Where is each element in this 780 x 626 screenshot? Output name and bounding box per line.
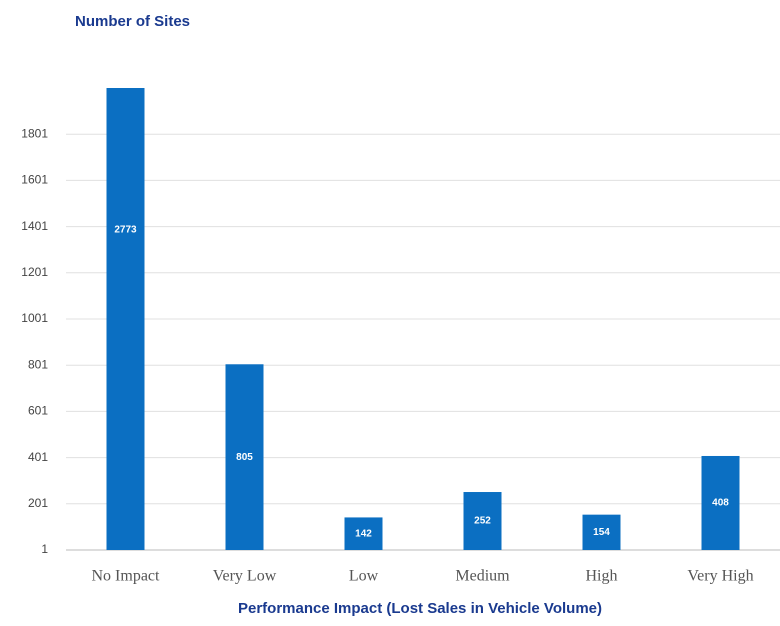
y-tick-label: 1001 xyxy=(21,311,48,325)
bar xyxy=(106,88,145,551)
y-tick-label: 201 xyxy=(28,496,48,510)
y-tick-label: 401 xyxy=(28,450,48,464)
y-tick-label: 1 xyxy=(41,542,48,556)
value-label: 805 xyxy=(236,452,253,463)
x-tick-label: No Impact xyxy=(92,568,161,585)
value-label: 408 xyxy=(712,498,729,509)
bar xyxy=(463,492,502,550)
value-label: 142 xyxy=(355,528,372,539)
x-tick-label: Very High xyxy=(687,568,753,585)
bar xyxy=(701,455,740,550)
bar xyxy=(582,514,621,550)
value-label: 154 xyxy=(593,527,610,538)
x-tick-label: Low xyxy=(349,568,379,585)
y-tick-label: 601 xyxy=(28,404,48,418)
y-tick-label: 1801 xyxy=(21,126,48,140)
x-tick-label: Very Low xyxy=(213,568,277,585)
x-axis-title: Performance Impact (Lost Sales in Vehicl… xyxy=(238,600,602,617)
x-tick-label: Medium xyxy=(455,568,510,585)
value-label: 2773 xyxy=(114,224,137,235)
y-tick-label: 1201 xyxy=(21,265,48,279)
chart-title: Number of Sites xyxy=(75,13,190,30)
bar xyxy=(344,517,383,550)
x-tick-label: High xyxy=(586,568,618,585)
value-label: 252 xyxy=(474,516,491,527)
bar xyxy=(225,364,264,550)
y-tick-label: 1601 xyxy=(21,173,48,187)
y-tick-label: 801 xyxy=(28,357,48,371)
y-tick-label: 1401 xyxy=(21,219,48,233)
